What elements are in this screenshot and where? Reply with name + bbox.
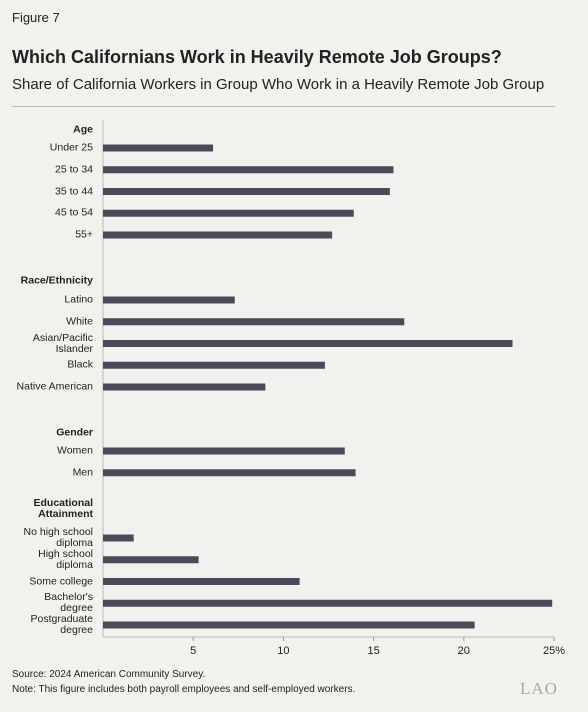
category-label: Under 25 (49, 141, 93, 154)
x-tick-label: 20 (457, 645, 470, 657)
category-label: Black (67, 358, 93, 371)
x-tick-label: 15 (367, 645, 380, 657)
bar (103, 318, 405, 326)
bar (103, 621, 475, 629)
category-label: High school diploma (38, 547, 93, 571)
bar (103, 469, 356, 477)
group-label: Educational Attainment (33, 497, 93, 520)
category-label: Women (57, 444, 93, 457)
x-tick-label: 5 (190, 645, 197, 657)
bar (103, 447, 345, 455)
note: Note: This figure includes both payroll … (12, 684, 356, 695)
bar (103, 166, 394, 174)
category-label: White (66, 315, 93, 328)
figure-label: Figure 7 (12, 10, 60, 25)
logo: LAO (520, 679, 558, 698)
category-label: Bachelor's degree (44, 591, 93, 615)
bar (103, 340, 513, 347)
divider (12, 106, 555, 107)
bar (103, 383, 266, 391)
bar (103, 534, 134, 542)
category-label: Native American (16, 380, 93, 393)
bar (103, 231, 333, 239)
category-label: Postgraduate degree (30, 613, 93, 636)
bar (103, 209, 354, 217)
bar (103, 296, 235, 304)
bar (103, 599, 553, 607)
x-tick-label: 10 (277, 645, 290, 657)
x-tick-label: 25% (542, 645, 566, 657)
category-label: 25 to 34 (55, 163, 93, 176)
category-label: 35 to 44 (55, 185, 93, 197)
group-label: Race/Ethnicity (20, 274, 93, 287)
group-label: Age (73, 123, 93, 136)
category-label: Some college (29, 575, 93, 587)
group-label: Gender (56, 426, 93, 439)
category-label: 55+ (75, 228, 93, 241)
category-label: Men (72, 466, 93, 479)
category-label: Asian/Pacific Islander (32, 331, 93, 355)
category-label: No high school diploma (23, 526, 93, 549)
bar (103, 578, 300, 585)
bar (103, 144, 214, 152)
chart-subtitle: Share of California Workers in Group Who… (12, 76, 545, 93)
source: Source: 2024 American Community Survey. (12, 669, 206, 680)
category-label: 45 to 54 (55, 206, 93, 219)
bar (103, 361, 325, 369)
bar (103, 188, 390, 195)
bar (103, 556, 199, 564)
category-label: Latino (64, 293, 93, 306)
chart-title: Which Californians Work in Heavily Remot… (12, 47, 502, 67)
